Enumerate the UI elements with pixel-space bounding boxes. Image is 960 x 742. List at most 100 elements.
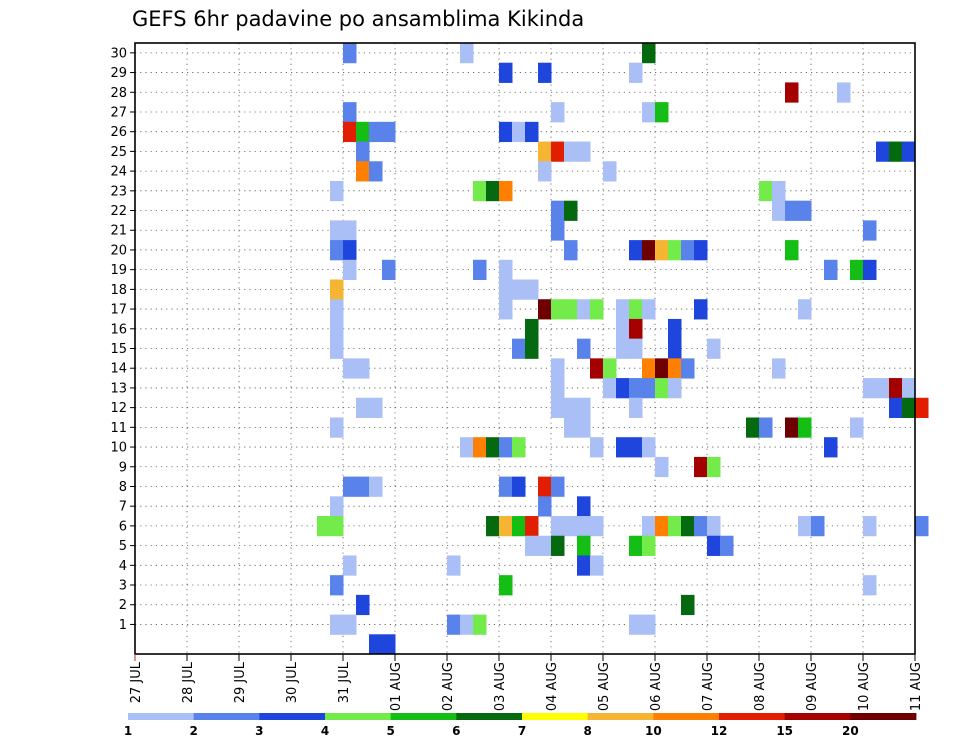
heatmap-cell (564, 141, 578, 162)
heatmap-cell (798, 299, 812, 320)
heatmap-cell (772, 200, 786, 221)
heatmap-cell (629, 318, 643, 340)
heatmap-cell (499, 516, 513, 537)
colorbar-swatch (719, 713, 786, 720)
heatmap-cell (629, 62, 643, 83)
heatmap-cell (889, 397, 903, 418)
heatmap-cell (655, 240, 669, 261)
heatmap-cell (525, 535, 539, 556)
heatmap-cell (330, 279, 344, 300)
y-tick-label: 18 (110, 283, 127, 298)
colorbar-tick-label: 12 (711, 724, 728, 738)
heatmap-cell (343, 555, 357, 576)
heatmap-cell (655, 102, 669, 123)
x-tick-label: 04 AUG (545, 662, 560, 711)
colorbar-swatch (325, 713, 392, 720)
x-tick-label: 06 AUG (649, 662, 664, 711)
heatmap-cell (772, 180, 786, 202)
heatmap-cell (590, 358, 604, 379)
heatmap-cell (629, 437, 643, 458)
y-tick-label: 27 (110, 105, 127, 120)
heatmap-cell (603, 161, 617, 182)
y-tick-label: 14 (110, 362, 127, 377)
heatmap-cell (590, 437, 604, 458)
heatmap-cell (694, 240, 708, 261)
heatmap-cell (512, 279, 526, 300)
heatmap-cell (317, 516, 331, 537)
heatmap-cell (629, 378, 643, 399)
heatmap-cell (577, 338, 591, 359)
heatmap-cell (551, 535, 565, 556)
heatmap-cell (512, 121, 526, 143)
heatmap-cell (499, 259, 513, 281)
heatmap-cell (642, 102, 656, 123)
heatmap-cell (551, 141, 565, 162)
y-tick-label: 1 (119, 618, 127, 633)
x-tick-label: 01 AUG (389, 662, 404, 711)
heatmap-cell (863, 575, 877, 596)
heatmap-cell (447, 555, 461, 576)
heatmap-cell (798, 200, 812, 221)
colorbar-tick-label: 20 (842, 724, 859, 738)
heatmap-cell (473, 259, 487, 281)
heatmap-cell (850, 259, 864, 281)
y-tick-label: 20 (110, 243, 127, 258)
heatmap-cell (460, 437, 474, 458)
heatmap-cell (538, 141, 552, 162)
y-tick-label: 22 (110, 204, 127, 219)
heatmap-cell (538, 476, 552, 497)
heatmap-cell (486, 437, 500, 458)
heatmap-cell (668, 338, 682, 359)
heatmap-cell (538, 161, 552, 182)
heatmap-cell (785, 200, 799, 221)
heatmap-cell (499, 476, 513, 497)
heatmap-cell (343, 43, 357, 64)
heatmap-cell (356, 121, 370, 143)
y-tick-label: 11 (110, 421, 127, 436)
heatmap-cell (785, 417, 799, 438)
y-tick-label: 5 (119, 539, 127, 554)
heatmap-cell (798, 417, 812, 438)
heatmap-cell (694, 456, 708, 478)
y-tick-label: 12 (110, 401, 127, 416)
heatmap-cell (499, 180, 513, 202)
colorbar-tick-label: 15 (776, 724, 793, 738)
heatmap-cell (356, 397, 370, 418)
colorbar-swatch (784, 713, 851, 720)
y-tick-label: 8 (119, 480, 127, 495)
heatmap-cell (655, 456, 669, 478)
heatmap-cells (317, 43, 929, 655)
colorbar-swatch (456, 713, 523, 720)
heatmap-cell (499, 299, 513, 320)
heatmap-cell (369, 161, 383, 182)
colorbar-tick-label: 2 (189, 724, 197, 738)
colorbar-swatch (390, 713, 457, 720)
heatmap-cell (863, 516, 877, 537)
heatmap-cell (551, 358, 565, 379)
heatmap-cell (616, 338, 630, 359)
heatmap-cell (668, 516, 682, 537)
x-tick-label: 11 AUG (909, 662, 924, 711)
heatmap-cell (382, 634, 396, 655)
heatmap-cell (447, 614, 461, 635)
y-tick-label: 10 (110, 441, 127, 456)
heatmap-cell (902, 141, 916, 162)
y-tick-label: 21 (110, 224, 127, 239)
heatmap-cell (499, 279, 513, 300)
y-tick-label: 7 (119, 500, 127, 515)
heatmap-cell (616, 299, 630, 320)
heatmap-cell (759, 417, 773, 438)
heatmap-cell (369, 476, 383, 497)
heatmap-cell (629, 338, 643, 359)
y-tick-label: 24 (110, 165, 127, 180)
y-tick-label: 23 (110, 184, 127, 199)
heatmap-cell (564, 240, 578, 261)
heatmap-cell (473, 437, 487, 458)
colorbar-tick-label: 8 (583, 724, 591, 738)
heatmap-cell (330, 220, 344, 241)
heatmap-cell (642, 437, 656, 458)
heatmap-cell (473, 180, 487, 202)
heatmap-cell (343, 476, 357, 497)
heatmap-cell (629, 397, 643, 418)
heatmap-cell (694, 299, 708, 320)
